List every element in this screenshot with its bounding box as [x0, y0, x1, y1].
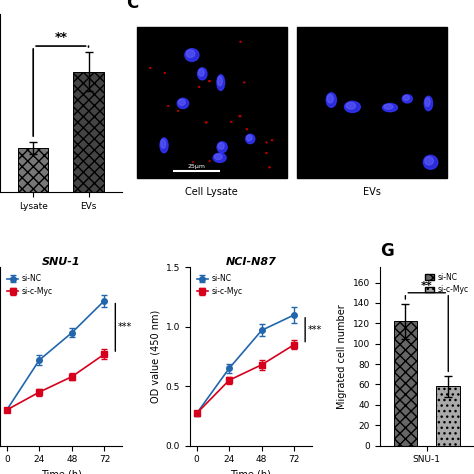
Ellipse shape [160, 138, 168, 153]
Bar [73, 72, 104, 192]
Legend: si-NC, si-c-Myc: si-NC, si-c-Myc [4, 271, 55, 299]
Ellipse shape [345, 101, 360, 112]
Ellipse shape [178, 110, 179, 111]
Y-axis label: Migrated cell number: Migrated cell number [337, 304, 347, 409]
Ellipse shape [246, 135, 252, 141]
Ellipse shape [209, 161, 210, 162]
Ellipse shape [178, 100, 185, 106]
Ellipse shape [217, 142, 227, 153]
Ellipse shape [266, 153, 267, 154]
Ellipse shape [424, 96, 433, 110]
Ellipse shape [186, 50, 195, 57]
Ellipse shape [384, 104, 393, 109]
Bar [393, 321, 417, 446]
Y-axis label: OD value (450 nm): OD value (450 nm) [150, 310, 160, 403]
Ellipse shape [217, 75, 225, 91]
Ellipse shape [214, 154, 222, 160]
Ellipse shape [198, 68, 207, 80]
Legend: si-NC, si-c-Myc: si-NC, si-c-Myc [194, 271, 246, 299]
Ellipse shape [213, 153, 226, 163]
Text: EVs: EVs [363, 187, 381, 197]
Ellipse shape [240, 41, 241, 42]
Legend: si-NC, si-c-Myc: si-NC, si-c-Myc [424, 271, 470, 296]
Text: C: C [127, 0, 139, 12]
Ellipse shape [425, 157, 433, 165]
Ellipse shape [244, 82, 245, 83]
Bar [297, 27, 447, 178]
Bar [137, 27, 287, 178]
Text: **: ** [421, 281, 433, 291]
X-axis label: Time (h): Time (h) [230, 470, 271, 474]
Text: Cell Lysate: Cell Lysate [185, 187, 238, 197]
Ellipse shape [209, 81, 210, 82]
Ellipse shape [239, 116, 241, 117]
Ellipse shape [205, 122, 207, 123]
Text: ***: *** [308, 325, 322, 335]
Ellipse shape [403, 95, 410, 100]
Ellipse shape [218, 76, 222, 86]
Ellipse shape [425, 98, 430, 106]
Ellipse shape [246, 129, 247, 130]
Ellipse shape [246, 134, 255, 144]
Ellipse shape [231, 121, 232, 122]
Ellipse shape [177, 98, 189, 109]
Ellipse shape [327, 94, 333, 103]
Ellipse shape [161, 139, 165, 148]
Title: NCI-N87: NCI-N87 [226, 256, 276, 266]
Bar [18, 148, 48, 192]
Ellipse shape [346, 102, 356, 109]
Text: 25μm: 25μm [188, 164, 206, 169]
Text: ***: *** [118, 322, 132, 332]
X-axis label: Time (h): Time (h) [41, 470, 82, 474]
Ellipse shape [269, 167, 270, 168]
Ellipse shape [383, 103, 397, 112]
Ellipse shape [402, 95, 412, 103]
Ellipse shape [272, 140, 273, 141]
Ellipse shape [218, 143, 224, 149]
Ellipse shape [199, 69, 204, 76]
Title: SNU-1: SNU-1 [42, 256, 81, 266]
Ellipse shape [423, 155, 438, 169]
Ellipse shape [266, 142, 267, 143]
Ellipse shape [326, 93, 337, 107]
Text: **: ** [55, 30, 67, 44]
Ellipse shape [185, 49, 199, 61]
Ellipse shape [150, 67, 151, 68]
Bar [437, 386, 460, 446]
Text: G: G [380, 242, 393, 260]
